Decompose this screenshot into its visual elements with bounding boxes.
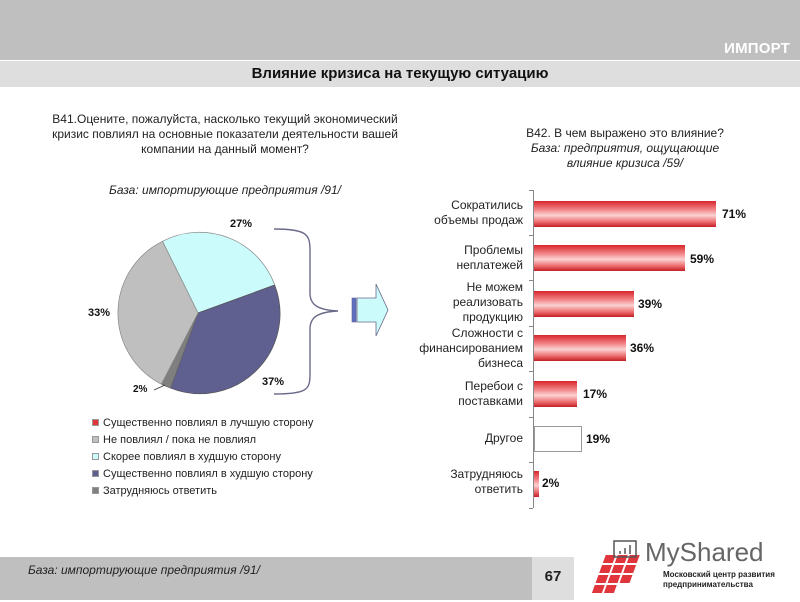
page-number-box bbox=[532, 557, 574, 600]
legend-swatch-slate bbox=[92, 470, 99, 477]
logo-subtitle: Московский центр развития предпринимател… bbox=[663, 570, 775, 589]
bar-chart: Сократились объемы продаж 71% Проблемы неп… bbox=[400, 190, 780, 510]
legend-label: Существенно повлиял в худшую сторону bbox=[103, 467, 313, 480]
logo-grid-icon bbox=[591, 540, 640, 593]
pie-label-37: 37% bbox=[262, 376, 285, 388]
legend-item: Скорее повлиял в худшую сторону bbox=[92, 448, 313, 465]
bar-category: Проблемы неплатежей bbox=[456, 243, 523, 272]
legend-label: Не повлиял / пока не повлиял bbox=[103, 433, 257, 446]
bar-value: 19% bbox=[586, 432, 611, 446]
bar-category: Не можем реализовать продукцию bbox=[452, 280, 523, 324]
question-b41: В41.Оцените, пожалуйста, насколько текущ… bbox=[52, 112, 398, 156]
legend-swatch-gray bbox=[92, 436, 99, 443]
question-b41-base: База: импортирующие предприятия /91/ bbox=[109, 183, 341, 197]
bar-category: Сложности с финансированием бизнеса bbox=[419, 326, 523, 370]
legend-label: Скорее повлиял в худшую сторону bbox=[103, 450, 281, 463]
leader-line bbox=[153, 384, 166, 391]
legend-swatch-darkgray bbox=[92, 487, 99, 494]
question-b42-text: В42. В чем выражено это влияние? bbox=[526, 126, 724, 140]
title-bar: Влияние кризиса на текущую ситуацию bbox=[0, 61, 800, 87]
pie-label-33: 33% bbox=[88, 307, 111, 319]
bar bbox=[534, 471, 539, 497]
chart-board-icon bbox=[613, 540, 637, 558]
top-banner bbox=[0, 0, 800, 60]
legend-item: Затрудняюсь ответить bbox=[92, 482, 313, 499]
logo-text: MyShared bbox=[645, 537, 764, 567]
brace bbox=[273, 228, 339, 395]
pie-slice-rather-worse bbox=[162, 231, 276, 314]
bar-axis bbox=[533, 190, 534, 508]
bar bbox=[534, 381, 577, 407]
pie-legend: Существенно повлиял в лучшую сторону Не … bbox=[92, 414, 313, 499]
pie-chart: 27% 33% 37% 2% bbox=[70, 210, 400, 410]
pie-label-2: 2% bbox=[133, 384, 148, 395]
footer-band bbox=[0, 557, 565, 600]
section-tag: ИМПОРТ bbox=[724, 40, 790, 57]
bar bbox=[534, 335, 626, 361]
legend-item: Существенно повлиял в лучшую сторону bbox=[92, 414, 313, 431]
axis-tick bbox=[529, 190, 533, 191]
axis-tick bbox=[529, 417, 533, 418]
bar bbox=[534, 426, 582, 452]
bar bbox=[534, 201, 716, 227]
axis-tick bbox=[529, 462, 533, 463]
legend-item: Не повлиял / пока не повлиял bbox=[92, 431, 313, 448]
legend-label: Существенно повлиял в лучшую сторону bbox=[103, 416, 314, 429]
pie-slice-no-impact bbox=[117, 240, 199, 385]
arrow-right-icon bbox=[351, 283, 389, 337]
axis-tick bbox=[529, 508, 533, 509]
bar-category: Перебои с поставками bbox=[458, 379, 523, 408]
footer-base: База: импортирующие предприятия /91/ bbox=[28, 563, 260, 577]
axis-tick bbox=[529, 280, 533, 281]
axis-tick bbox=[529, 326, 533, 327]
bar bbox=[534, 245, 685, 271]
legend-item: Существенно повлиял в худшую сторону bbox=[92, 465, 313, 482]
pie-label-27: 27% bbox=[230, 218, 253, 230]
question-b42-base-line2: влияние кризиса /59/ bbox=[566, 156, 684, 170]
bar-value: 39% bbox=[638, 297, 663, 311]
axis-tick bbox=[529, 371, 533, 372]
bar-value: 36% bbox=[630, 341, 655, 355]
bar-value: 2% bbox=[542, 476, 560, 490]
legend-label: Затрудняюсь ответить bbox=[103, 484, 218, 497]
bar-category: Сократились объемы продаж bbox=[434, 198, 523, 227]
bar-value: 59% bbox=[690, 252, 715, 266]
pie-chart-graphic bbox=[117, 228, 389, 395]
question-b42-base-line1: База: предприятия, ощущающие bbox=[530, 141, 720, 155]
bar bbox=[534, 291, 634, 317]
page-number: 67 bbox=[544, 568, 562, 585]
bar-category: Другое bbox=[484, 431, 523, 445]
legend-swatch-red bbox=[92, 419, 99, 426]
legend-swatch-cyan bbox=[92, 453, 99, 460]
pie-slice-significantly-worse bbox=[170, 284, 281, 395]
bar-value: 17% bbox=[583, 387, 608, 401]
page-title: Влияние кризиса на текущую ситуацию bbox=[251, 65, 549, 82]
bar-category: Затрудняюсь ответить bbox=[450, 467, 523, 496]
logo: MyShared Московский центр развития предп… bbox=[585, 535, 795, 597]
question-b42: В42. В чем выражено это влияние? База: п… bbox=[480, 126, 770, 171]
bar-value: 71% bbox=[722, 207, 747, 221]
axis-tick bbox=[529, 235, 533, 236]
